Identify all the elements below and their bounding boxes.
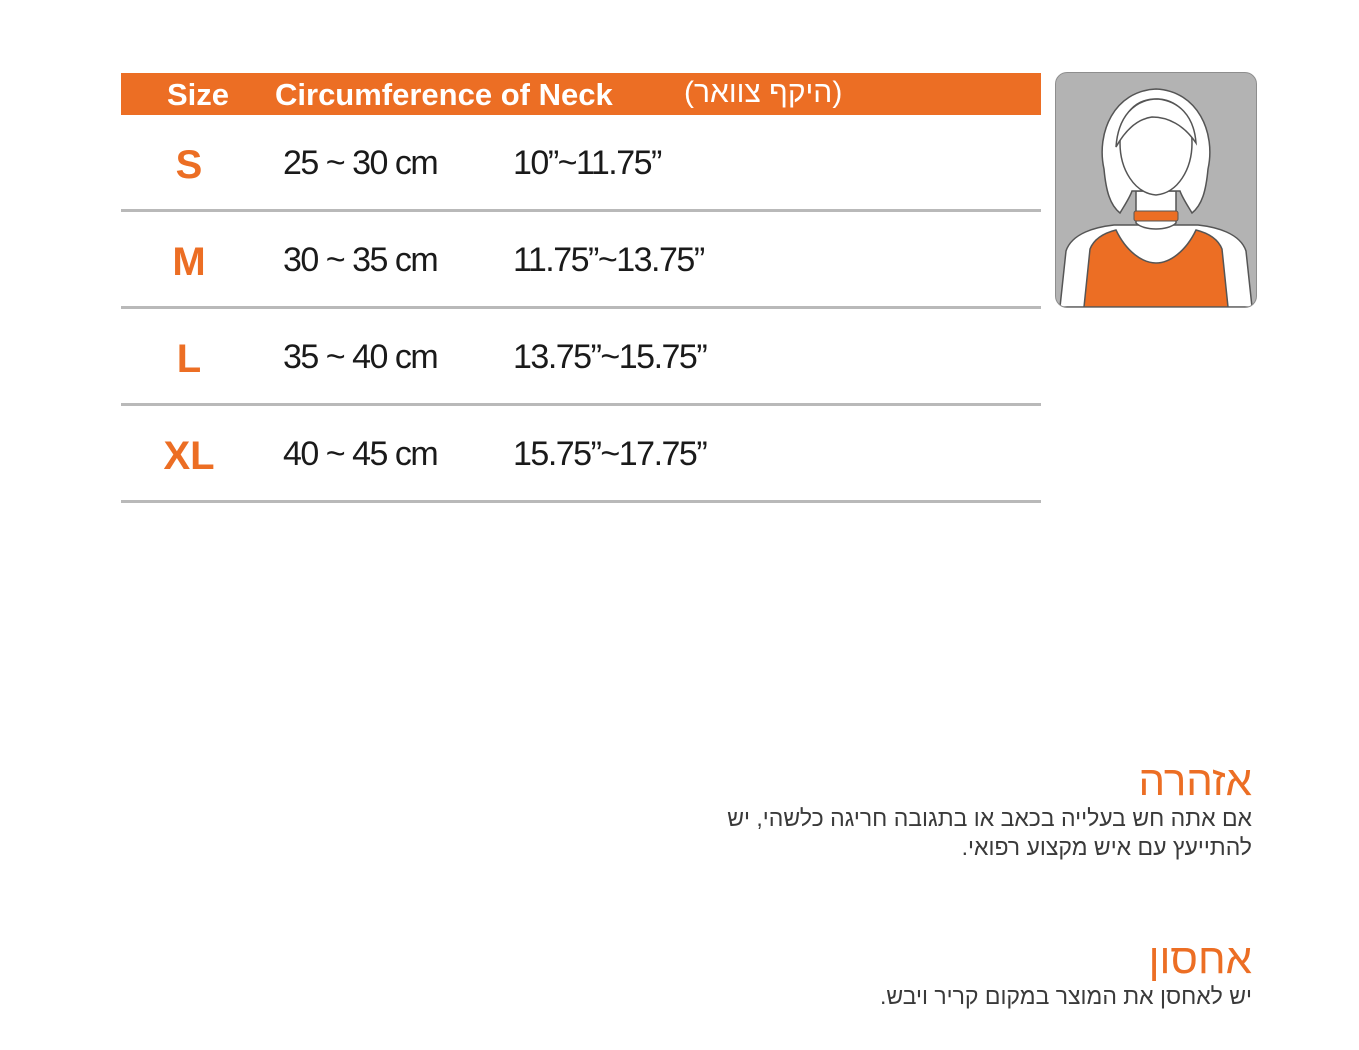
storage-title: אחסון: [1148, 935, 1252, 982]
table-row-xl: XL 40 ~ 45 cm 15.75”~17.75”: [121, 406, 1041, 503]
range-inch: 15.75”~17.75”: [513, 435, 708, 473]
storage-section: אחסון יש לאחסן את המוצר במקום קריר ויבש.: [632, 936, 1252, 1011]
header-size: Size: [167, 77, 230, 112]
range-inch: 10”~11.75”: [513, 144, 662, 182]
range-inch: 13.75”~15.75”: [513, 338, 708, 376]
size-label: M: [172, 240, 206, 284]
neck-measurement-figure-icon: [1059, 88, 1253, 307]
size-label: L: [176, 337, 202, 381]
table-header: Size Circumference of Neck (היקף צוואר): [121, 73, 1041, 115]
warning-section: אזהרה אם אתה חש בעלייה בכאב או בתגובה חר…: [632, 758, 1252, 862]
size-label: S: [175, 143, 203, 187]
header-circumference-hebrew: (היקף צוואר): [684, 76, 843, 109]
size-chart-table: Size Circumference of Neck (היקף צוואר) …: [121, 73, 1041, 503]
header-circumference: Circumference of Neck: [275, 77, 613, 112]
range-inch: 11.75”~13.75”: [513, 241, 705, 279]
table-row-l: L 35 ~ 40 cm 13.75”~15.75”: [121, 309, 1041, 406]
warning-text-line-1: אם אתה חש בעלייה בכאב או בתגובה חריגה כל…: [727, 805, 1252, 831]
warning-title: אזהרה: [1138, 757, 1252, 804]
size-label: XL: [163, 434, 215, 478]
range-cm: 35 ~ 40 cm: [283, 338, 439, 376]
range-cm: 25 ~ 30 cm: [283, 144, 439, 182]
range-cm: 30 ~ 35 cm: [283, 241, 439, 279]
neck-measurement-illustration: [1055, 72, 1257, 308]
range-cm: 40 ~ 45 cm: [283, 435, 439, 473]
table-row-s: S 25 ~ 30 cm 10”~11.75”: [121, 115, 1041, 212]
table-row-m: M 30 ~ 35 cm 11.75”~13.75”: [121, 212, 1041, 309]
storage-text-line-1: יש לאחסן את המוצר במקום קריר ויבש.: [880, 983, 1252, 1009]
warning-text-line-2: להתייעץ עם איש מקצוע רפואי.: [961, 834, 1252, 860]
